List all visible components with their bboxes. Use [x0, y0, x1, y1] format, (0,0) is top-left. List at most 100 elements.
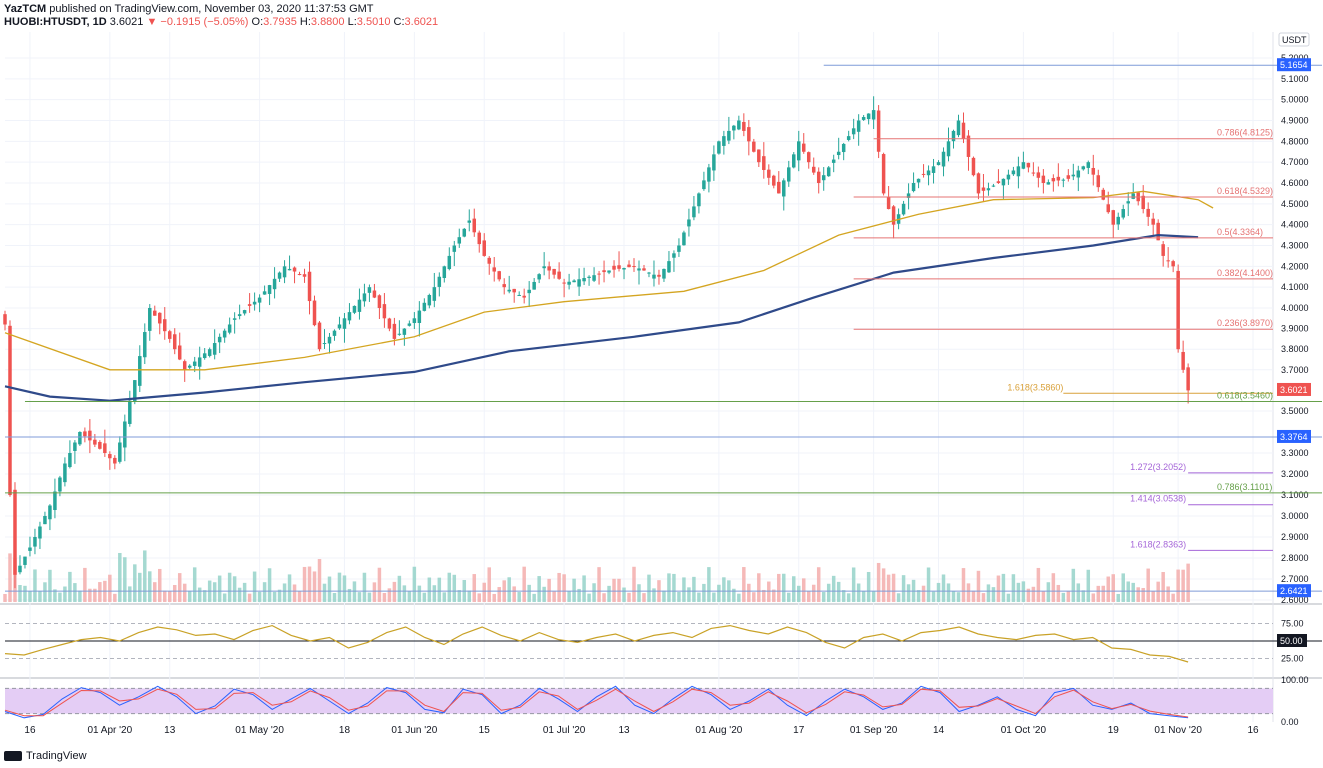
candle-body — [83, 431, 87, 437]
candle-body — [1071, 174, 1076, 177]
candle-body — [787, 167, 791, 182]
y-tick-label: 2.6000 — [1281, 595, 1309, 605]
candle-body — [512, 288, 516, 293]
candle-body — [118, 442, 122, 462]
volume-bar — [317, 559, 322, 602]
volume-bar — [43, 582, 47, 602]
candle-body — [806, 152, 811, 163]
candle-body — [1061, 179, 1066, 181]
candle-body — [946, 141, 951, 157]
volume-bar — [876, 562, 881, 602]
candle-body — [3, 314, 7, 325]
close-label: C: — [393, 16, 405, 28]
candle-body — [172, 334, 177, 350]
y-tick-label: 3.9000 — [1281, 324, 1309, 334]
volume-bar — [302, 566, 307, 602]
candle-body — [1036, 172, 1041, 178]
candle-body — [197, 357, 202, 367]
volume-bar — [93, 588, 97, 602]
candle-body — [1171, 261, 1175, 267]
rsi-tick-label: 50.00 — [1280, 636, 1303, 646]
volume-bar — [163, 590, 167, 602]
candle-body — [572, 280, 576, 283]
y-tick-label: 4.7000 — [1281, 157, 1309, 167]
candle-body — [1181, 351, 1185, 370]
volume-bar — [956, 592, 961, 602]
low-value: 3.5010 — [356, 16, 391, 28]
volume-bar — [357, 592, 362, 602]
volume-bar — [612, 578, 616, 602]
candle-body — [732, 125, 736, 131]
candle-body — [956, 120, 961, 136]
volume-bar — [971, 590, 976, 602]
currency-badge[interactable] — [1278, 32, 1310, 47]
candle-body — [762, 156, 766, 170]
candle-body — [103, 443, 107, 453]
y-tick-label: 3.0000 — [1281, 511, 1309, 521]
candle-body — [861, 117, 866, 120]
candle-body — [1106, 204, 1111, 213]
volume-bar — [467, 590, 472, 602]
x-tick-label: 01 Apr '20 — [87, 725, 132, 736]
tradingview-logo[interactable]: TradingView — [4, 750, 87, 762]
candle-body — [522, 295, 526, 298]
x-tick-label: 01 Aug '20 — [695, 725, 742, 736]
symbol-name[interactable]: HUOBI:HTUSDT, 1D — [4, 16, 107, 28]
volume-bar — [931, 591, 936, 602]
candle-body — [113, 457, 117, 464]
candle-body — [1081, 166, 1086, 170]
volume-bar — [332, 592, 337, 602]
price-change: −0.1915 (−5.05%) — [160, 16, 249, 28]
volume-bar — [447, 572, 452, 602]
volume-bar — [1136, 587, 1140, 602]
candle-body — [587, 276, 591, 278]
candle-body — [457, 237, 462, 244]
stoch-tick-label: 0.00 — [1281, 717, 1299, 727]
y-tick-label: 4.3000 — [1281, 241, 1309, 251]
candle-body — [552, 268, 556, 275]
volume-bar — [167, 591, 172, 602]
candle-body — [153, 310, 157, 316]
candle-body — [836, 151, 841, 156]
volume-bar — [427, 577, 432, 602]
candle-body — [417, 310, 422, 323]
volume-bar — [926, 567, 931, 602]
level-label: 0.5(4.3364) — [1217, 227, 1263, 237]
candle-body — [622, 268, 626, 270]
volume-bar — [762, 589, 766, 602]
volume-bar — [846, 593, 851, 602]
candle-body — [177, 345, 182, 360]
candle-body — [108, 454, 112, 459]
candle-body — [357, 299, 362, 312]
candle-body — [597, 273, 601, 275]
candle-body — [1066, 175, 1071, 179]
candle-body — [547, 266, 551, 271]
candle-body — [272, 278, 277, 290]
candle-body — [662, 268, 666, 279]
candle-body — [252, 301, 257, 305]
volume-bar — [23, 585, 27, 602]
candle-body — [317, 322, 322, 350]
volume-bar — [1071, 568, 1076, 602]
candle-body — [777, 181, 781, 194]
candle-body — [447, 255, 452, 270]
volume-bar — [936, 582, 941, 602]
candle-body — [202, 353, 207, 359]
volume-bar — [372, 582, 377, 602]
level-label: 0.236(3.8970) — [1217, 318, 1273, 328]
candle-body — [322, 343, 327, 345]
candle-body — [1041, 175, 1046, 183]
y-tick-label: 3.2000 — [1281, 469, 1309, 479]
volume-bar — [851, 567, 856, 602]
volume-bar — [717, 584, 721, 602]
level-label: 1.414(3.0538) — [1130, 494, 1186, 504]
candle-body — [507, 289, 511, 292]
candle-body — [607, 270, 611, 273]
volume-bar — [1006, 593, 1011, 602]
candle-body — [297, 274, 302, 276]
candle-body — [826, 167, 831, 177]
candle-body — [801, 143, 806, 152]
volume-bar — [951, 591, 956, 602]
level-label: 1.618(2.8363) — [1130, 539, 1186, 549]
